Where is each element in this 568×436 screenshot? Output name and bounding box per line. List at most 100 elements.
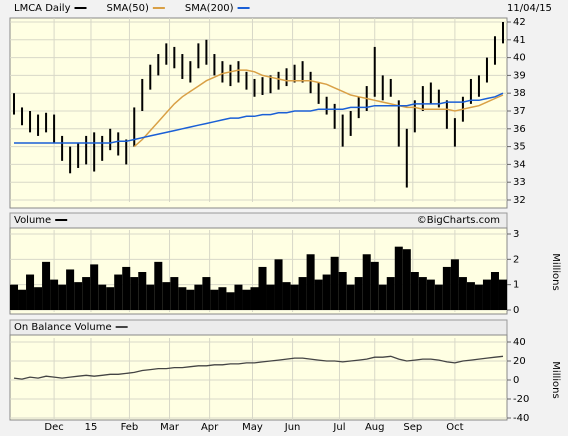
date-label: 11/04/15 [507, 3, 552, 14]
bar [242, 289, 251, 310]
y-axis-label: Millions [550, 361, 561, 398]
bar [386, 277, 395, 310]
bar [442, 266, 451, 310]
bar [210, 289, 219, 310]
price-panel [9, 17, 508, 209]
legend-label: LMCA Daily [14, 3, 71, 14]
bar [90, 264, 99, 310]
y-tick-label: 40 [513, 53, 526, 64]
line [14, 92, 504, 144]
bar [282, 282, 291, 310]
bar [402, 249, 411, 310]
bar [458, 277, 467, 310]
bar [370, 261, 379, 310]
bar [498, 279, 507, 310]
bar [450, 259, 459, 310]
bar [18, 289, 27, 310]
bar [330, 256, 339, 310]
x-tick-label: Jul [332, 422, 345, 433]
bar [482, 279, 491, 310]
bar [146, 284, 155, 310]
y-tick-label: 41 [513, 35, 526, 46]
x-tick-label: Jun [284, 422, 301, 433]
y-tick-label: 35 [513, 142, 526, 153]
x-tick-label: 15 [85, 422, 98, 433]
x-tick-label: May [242, 422, 263, 433]
bar [266, 284, 275, 310]
bar [338, 272, 347, 310]
bar [314, 279, 323, 310]
bar [114, 274, 123, 310]
bar [290, 284, 299, 310]
y-tick-label: 39 [513, 70, 526, 81]
bar [490, 272, 499, 310]
bar [170, 277, 179, 310]
bar [250, 287, 259, 310]
bar [474, 284, 483, 310]
x-tick-label: Feb [121, 422, 139, 433]
legend-label: Volume [14, 215, 51, 226]
bar [122, 266, 131, 310]
bar [434, 284, 443, 310]
y-axis-label: Millions [550, 253, 561, 290]
y-tick-label: 2 [513, 254, 519, 265]
bar [226, 292, 235, 310]
line [133, 69, 504, 148]
bar [58, 284, 67, 310]
bar [194, 284, 203, 310]
bar [410, 272, 419, 310]
y-tick-label: 37 [513, 106, 526, 117]
y-tick-label: 38 [513, 88, 526, 99]
x-tick-label: Aug [365, 422, 385, 433]
y-tick-label: 0 [513, 375, 519, 386]
x-tick-label: Dec [44, 422, 63, 433]
legend-label: SMA(50) [107, 3, 149, 14]
bar [394, 246, 403, 310]
bar [178, 287, 187, 310]
x-tick-label: Mar [160, 422, 180, 433]
bar [26, 274, 35, 310]
bar [74, 282, 83, 310]
x-tick-label: Sep [403, 422, 422, 433]
bar [42, 261, 51, 310]
bar [10, 284, 19, 310]
bar [106, 287, 115, 310]
credit: ©BigCharts.com [417, 215, 500, 226]
bar [218, 287, 227, 310]
obv-panel [9, 334, 508, 421]
bar [154, 261, 163, 310]
y-tick-label: 33 [513, 177, 526, 188]
y-tick-label: 36 [513, 124, 526, 135]
x-tick-label: Apr [201, 422, 219, 433]
bar [378, 284, 387, 310]
bar [274, 259, 283, 310]
bar [82, 277, 91, 310]
bar [66, 269, 75, 310]
y-tick-label: 42 [513, 17, 526, 28]
y-tick-label: 3 [513, 229, 519, 240]
y-tick-label: 40 [513, 337, 526, 348]
bar [186, 289, 195, 310]
bar [34, 287, 43, 310]
y-tick-label: -40 [513, 413, 529, 424]
y-tick-label: 0 [513, 305, 519, 316]
legend-label: SMA(200) [185, 3, 234, 14]
bar [50, 279, 59, 310]
bar [322, 274, 331, 310]
y-tick-label: 1 [513, 280, 519, 291]
bar [354, 277, 363, 310]
bar [362, 254, 371, 310]
bar [298, 277, 307, 310]
bar [426, 279, 435, 310]
y-tick-label: -20 [513, 394, 529, 405]
bar [138, 272, 147, 310]
bar [346, 284, 355, 310]
bar [306, 254, 315, 310]
bar [258, 266, 267, 310]
y-tick-label: 20 [513, 356, 526, 367]
x-tick-label: Oct [446, 422, 463, 433]
bar [98, 284, 107, 310]
bar [130, 277, 139, 310]
bar [466, 282, 475, 310]
